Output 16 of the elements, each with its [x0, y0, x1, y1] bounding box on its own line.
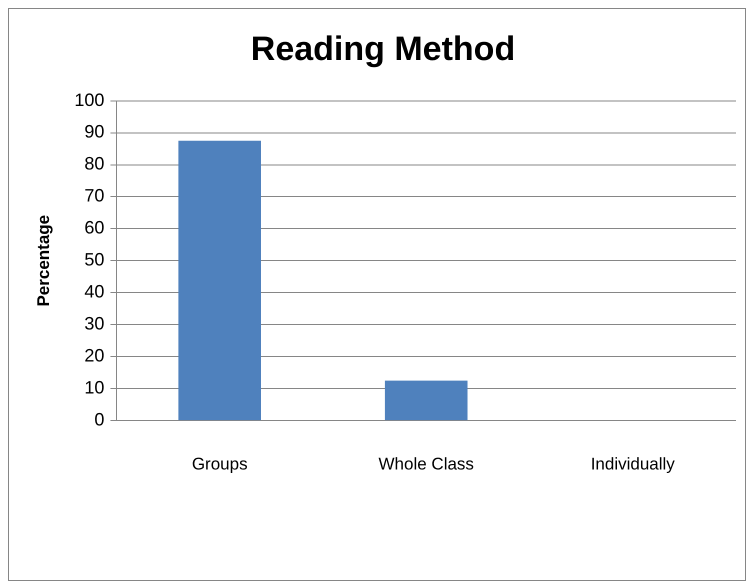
y-tick-label: 30 — [84, 314, 104, 334]
x-tick-label: Individually — [590, 454, 676, 474]
y-axis-title: Percentage — [34, 214, 53, 307]
y-tick-label: 80 — [84, 154, 104, 174]
chart-title: Reading Method — [250, 30, 516, 68]
y-tick-label: 100 — [74, 90, 104, 110]
y-tick-label: 40 — [84, 282, 104, 302]
y-tick-label: 50 — [84, 250, 104, 270]
y-tick-label: 70 — [84, 186, 104, 206]
y-tick-label: 60 — [84, 218, 104, 238]
y-tick-label: 10 — [84, 378, 104, 398]
y-tick-label: 90 — [84, 122, 104, 142]
x-tick-label: Whole Class — [378, 454, 474, 474]
y-tick-label: 0 — [94, 410, 104, 430]
x-tick-label: Groups — [192, 454, 248, 474]
y-tick-label: 20 — [84, 346, 104, 366]
